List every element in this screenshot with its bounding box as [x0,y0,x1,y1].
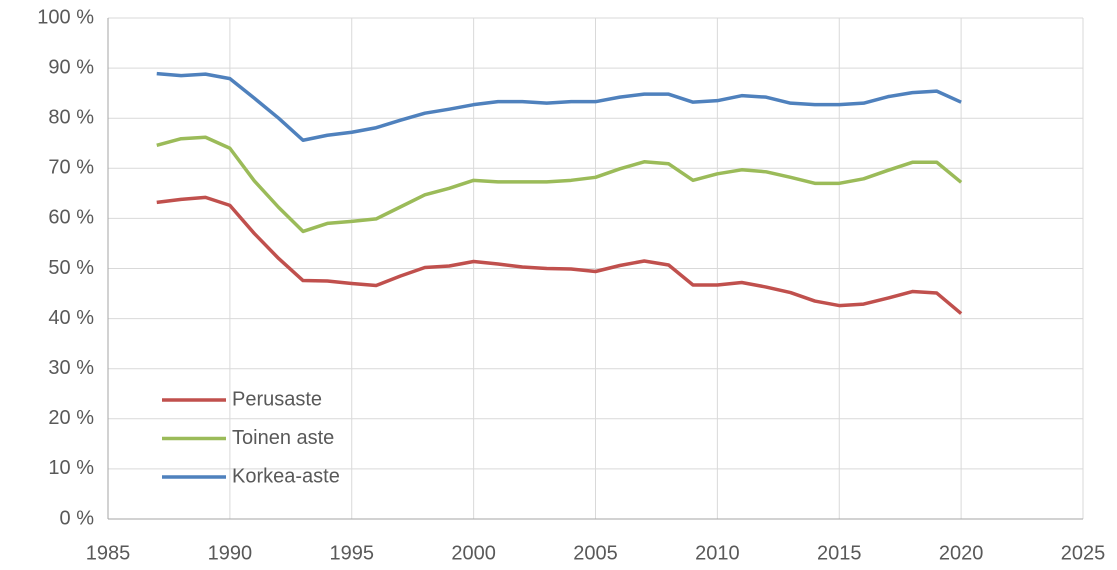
y-tick-label: 10 % [48,457,94,479]
legend-label: Perusaste [232,388,322,410]
y-tick-label: 40 % [48,307,94,329]
legend-label: Toinen aste [232,427,334,449]
x-tick-label: 2020 [939,542,984,564]
x-tick-label: 2015 [817,542,862,564]
x-tick-label: 1985 [86,542,131,564]
y-tick-label: 90 % [48,56,94,78]
x-tick-label: 2005 [573,542,618,564]
y-tick-label: 80 % [48,106,94,128]
x-tick-label: 1995 [330,542,375,564]
y-tick-label: 70 % [48,157,94,179]
y-tick-label: 50 % [48,257,94,279]
x-tick-label: 2000 [451,542,496,564]
x-tick-label: 1990 [208,542,253,564]
x-tick-label: 2010 [695,542,740,564]
y-tick-label: 20 % [48,407,94,429]
line-series [156,71,962,142]
y-tick-label: 30 % [48,357,94,379]
line-series [156,195,963,315]
y-tick-label: 100 % [37,6,94,28]
x-tick-label: 2025 [1061,542,1106,564]
legend-label: Korkea-aste [232,465,340,487]
y-tick-label: 60 % [48,207,94,229]
line-series [156,135,963,234]
y-tick-label: 0 % [60,507,95,529]
